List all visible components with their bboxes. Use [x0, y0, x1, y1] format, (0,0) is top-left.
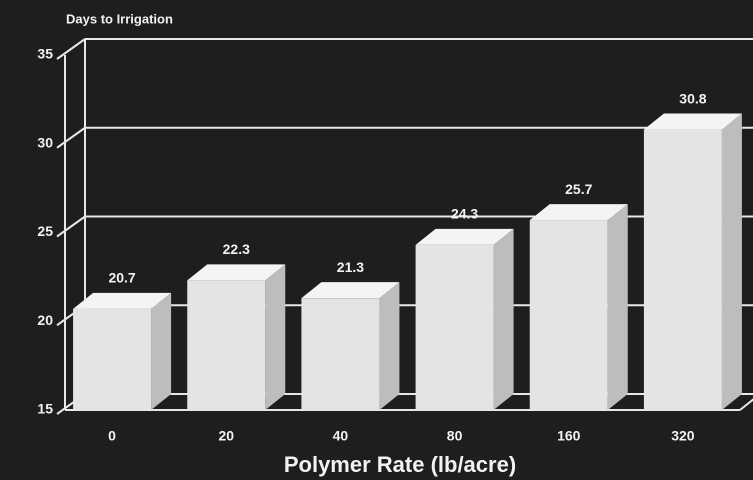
data-label: 30.8 [679, 90, 706, 106]
bar-front [529, 220, 608, 410]
bar-top [187, 264, 286, 281]
bar [529, 204, 628, 410]
bar-side [265, 264, 286, 410]
bar-front [301, 298, 380, 410]
bar [643, 113, 742, 411]
bar-top [301, 282, 400, 299]
y-tick-label: 25 [37, 223, 53, 239]
bar [73, 292, 172, 410]
tick-mark [56, 38, 86, 60]
x-tick-label: 20 [218, 428, 234, 444]
bar-top [529, 204, 628, 221]
bar [415, 228, 514, 410]
bar [301, 282, 400, 410]
bar-top [643, 113, 742, 130]
bar-top [73, 292, 172, 309]
y-tick-label: 35 [37, 46, 53, 62]
tick-mark [56, 215, 86, 238]
data-label: 20.7 [108, 270, 135, 286]
data-label: 21.3 [337, 259, 364, 275]
x-tick-label: 40 [333, 428, 349, 444]
x-tick-label: 80 [447, 428, 463, 444]
x-tick-label: 0 [108, 428, 116, 444]
bar-side [607, 204, 628, 410]
data-label: 24.3 [451, 206, 478, 222]
x-axis-title: Polymer Rate (lb/acre) [284, 452, 516, 477]
y-tick-label: 20 [37, 312, 53, 328]
bar-side [379, 282, 400, 410]
x-tick-label: 160 [557, 428, 581, 444]
bar-front [643, 129, 722, 411]
y-tick-label: 30 [37, 134, 53, 150]
x-tick-label: 320 [671, 428, 695, 444]
y-tick-label: 15 [37, 401, 53, 417]
bar-front [187, 280, 266, 410]
data-label: 22.3 [223, 241, 250, 257]
bar-side [151, 292, 172, 410]
y-axis-title: Days to Irrigation [66, 11, 173, 26]
floor-edge [739, 398, 753, 411]
tick-mark [56, 126, 86, 149]
bar-side [721, 113, 742, 411]
bar-top [415, 228, 514, 245]
bar [187, 264, 286, 410]
data-label: 25.7 [565, 181, 592, 197]
bar-front [73, 308, 152, 410]
bar-side [493, 228, 514, 410]
bar-front [415, 244, 494, 410]
